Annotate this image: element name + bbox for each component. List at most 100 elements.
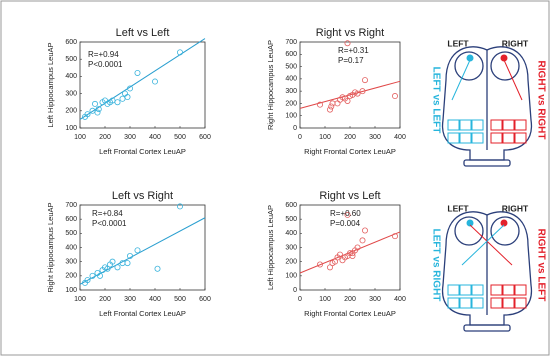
point [94, 109, 101, 116]
annotation: P=0.004 [330, 219, 361, 228]
point [114, 264, 121, 271]
y-tick-label: 300 [285, 88, 297, 95]
x-tick-label: 400 [394, 134, 406, 141]
point [124, 94, 131, 101]
x-axis-label: Left Frontal Cortex LeuAP [99, 147, 186, 156]
point [92, 100, 99, 107]
chart-title: Left vs Left [116, 27, 170, 39]
left-region [447, 119, 460, 131]
x-tick-label: 200 [99, 134, 111, 141]
x-tick-label: 400 [394, 296, 406, 303]
right-region [502, 284, 515, 296]
point [326, 106, 333, 113]
point [134, 69, 141, 76]
annotation: P=0.17 [338, 56, 364, 65]
point [176, 203, 183, 210]
point [359, 237, 366, 244]
y-tick-label: 600 [285, 51, 297, 58]
x-tick-label: 100 [74, 134, 86, 141]
point [354, 90, 361, 97]
annotation: R=+0.60 [330, 209, 361, 218]
y-tick-label: 200 [65, 273, 77, 280]
right-region [490, 284, 503, 296]
point [89, 272, 96, 279]
chart-title: Left vs Right [112, 190, 173, 202]
x-tick-label: 300 [369, 296, 381, 303]
right-region [514, 284, 527, 296]
y-tick-label: 400 [65, 244, 77, 251]
chart-title: Right vs Right [316, 27, 384, 39]
x-axis-label: Right Frontal Cortex LeuAP [304, 309, 396, 318]
x-tick-label: 300 [124, 134, 136, 141]
y-tick-label: 200 [65, 108, 77, 115]
point [176, 49, 183, 56]
left-region [471, 284, 484, 296]
x-tick-label: 200 [344, 296, 356, 303]
y-tick-label: 600 [65, 39, 77, 46]
left-region [459, 119, 472, 131]
left-label: LEFT [447, 38, 469, 48]
x-tick-label: 500 [174, 134, 186, 141]
y-axis-label: Left Hippocampus LeuAP [266, 205, 275, 290]
x-tick-label: 300 [124, 296, 136, 303]
right-region [490, 119, 503, 131]
left-dot [466, 219, 474, 227]
annotation: P<0.0001 [92, 219, 127, 228]
right-side-label: RIGHT vs RIGHT [535, 61, 546, 140]
point [154, 265, 161, 272]
right-label: RIGHT [502, 203, 529, 213]
y-tick-label: 200 [285, 100, 297, 107]
y-tick-label: 400 [285, 76, 297, 83]
cerebellum [463, 324, 511, 332]
point [344, 97, 351, 104]
right-side-label: RIGHT vs LEFT [535, 229, 546, 302]
y-tick-label: 100 [65, 287, 77, 294]
right-lobe [490, 51, 520, 81]
left-region [459, 132, 472, 144]
point [109, 258, 116, 265]
right-region [514, 297, 527, 309]
right-lobe [490, 216, 520, 246]
annotation: R=+0.94 [88, 50, 119, 59]
arrow-left [469, 224, 513, 266]
left-region [471, 119, 484, 131]
y-tick-label: 700 [65, 202, 77, 209]
point [114, 99, 121, 106]
left-region [471, 297, 484, 309]
y-tick-label: 700 [285, 39, 297, 46]
point [97, 272, 104, 279]
y-tick-label: 300 [65, 259, 77, 266]
point [361, 227, 368, 234]
y-tick-label: 200 [285, 259, 297, 266]
left-lobe [454, 216, 484, 246]
annotation: P<0.0001 [88, 60, 123, 69]
x-tick-label: 400 [149, 134, 161, 141]
right-region [502, 297, 515, 309]
point [84, 277, 91, 284]
x-tick-label: 500 [174, 296, 186, 303]
right-region [514, 132, 527, 144]
left-side-label: LEFT vs RIGHT [430, 229, 441, 302]
annotation: R=+0.31 [338, 46, 369, 55]
brain-diagram: LEFT RIGHT LEFT vs RIGHT RIGHT vs LEFT [430, 203, 546, 332]
brain-diagram: LEFT RIGHT LEFT vs LEFT RIGHT vs RIGHT [430, 38, 546, 167]
y-tick-label: 300 [285, 244, 297, 251]
x-tick-label: 300 [369, 134, 381, 141]
x-tick-label: 100 [74, 296, 86, 303]
x-tick-label: 100 [319, 296, 331, 303]
x-tick-label: 200 [99, 296, 111, 303]
left-region [459, 284, 472, 296]
point [391, 93, 398, 100]
y-tick-label: 0 [293, 287, 297, 294]
y-axis-label: Right Hippocampus LeuAP [46, 202, 55, 292]
point [336, 251, 343, 258]
point [359, 88, 366, 95]
arrow-right [503, 59, 523, 101]
x-axis-label: Right Frontal Cortex LeuAP [304, 147, 396, 156]
x-tick-label: 600 [199, 134, 211, 141]
cerebellum [463, 159, 511, 167]
y-tick-label: 600 [285, 202, 297, 209]
point [151, 78, 158, 85]
